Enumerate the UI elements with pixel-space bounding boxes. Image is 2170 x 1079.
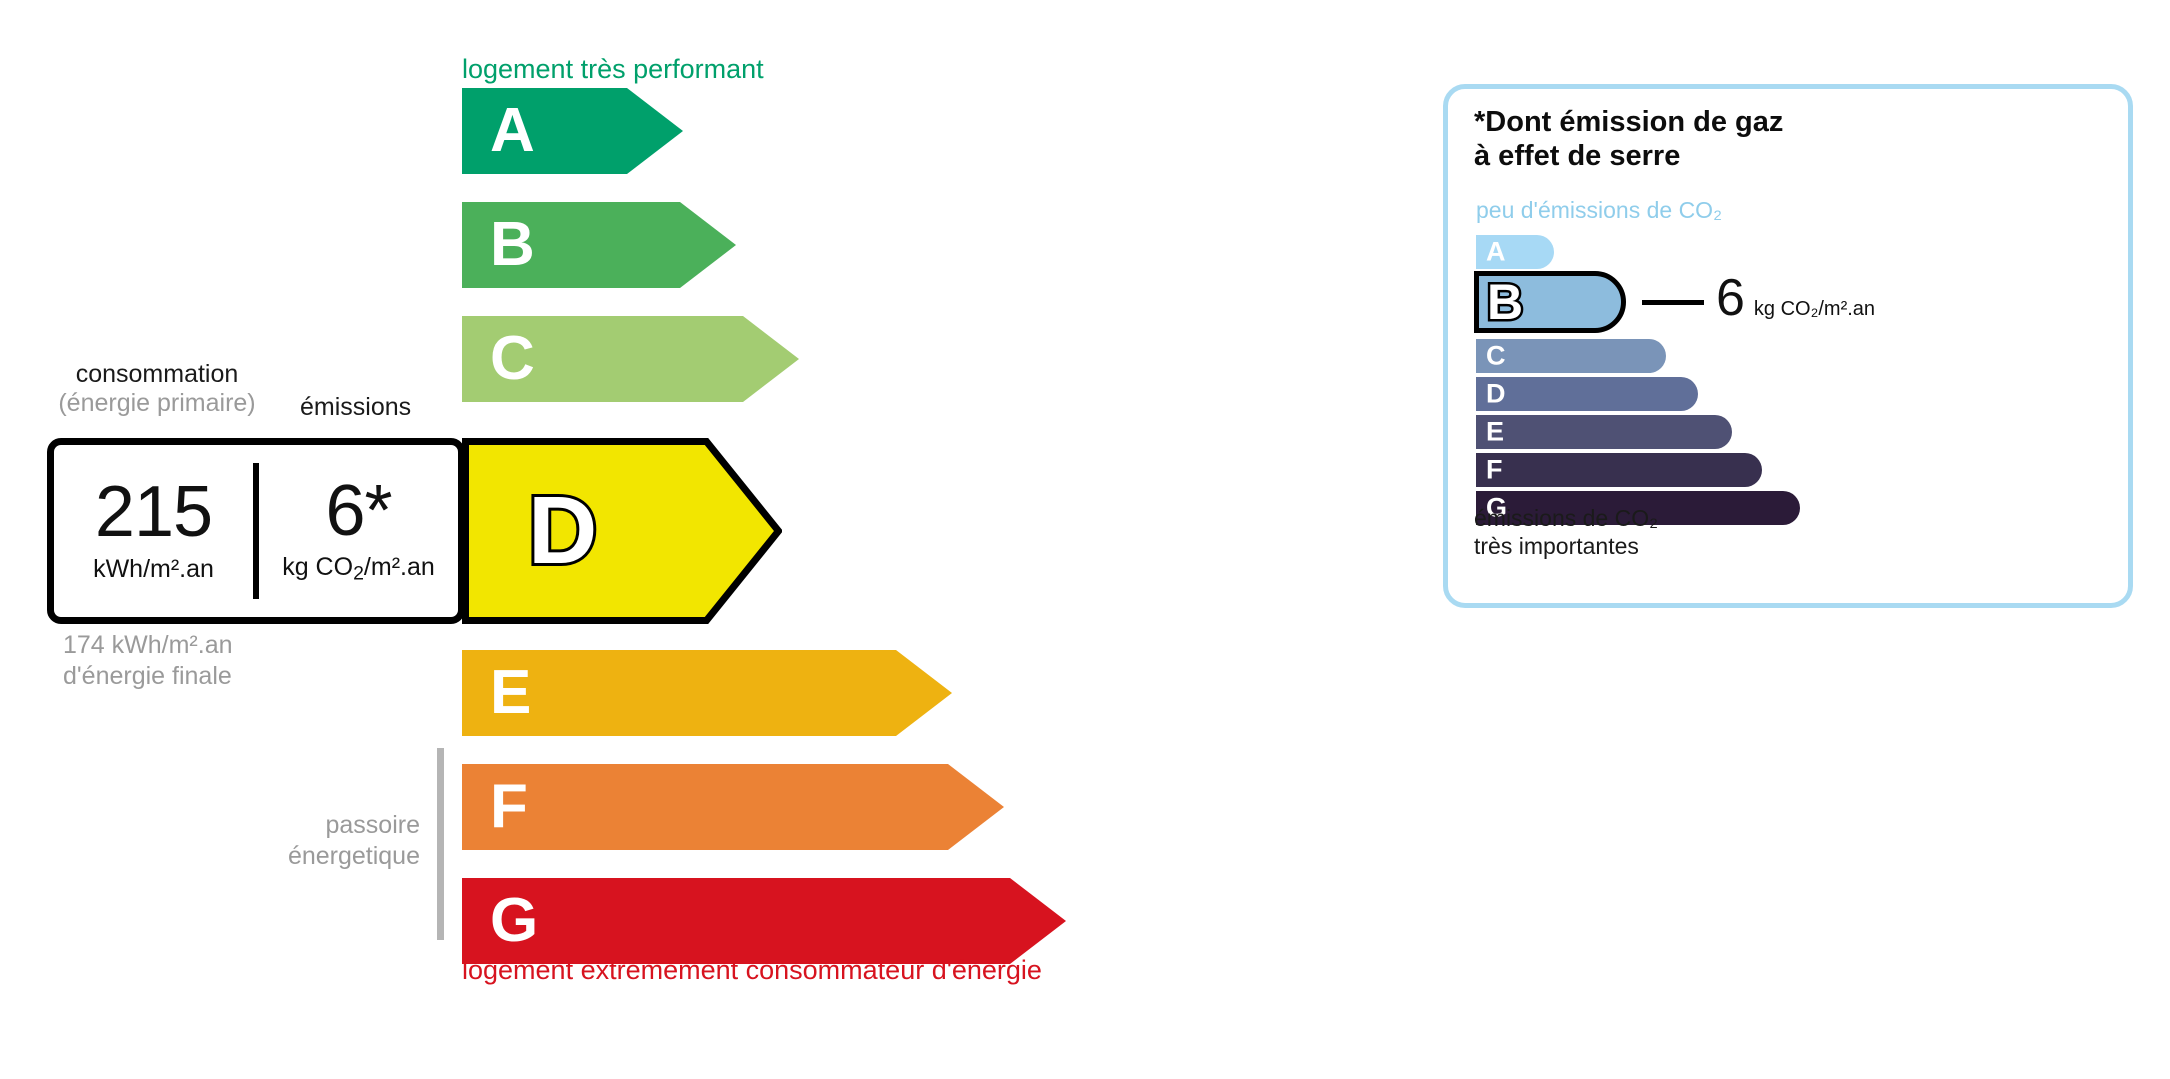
co2-bar-d: D	[1476, 377, 1698, 411]
energy-bar-a: A	[462, 88, 683, 174]
co2-bar-letter-g: G	[1486, 492, 1508, 523]
co2-top-caption: peu d'émissions de CO₂	[1476, 197, 1722, 223]
consumption-unit: kWh/m².an	[93, 554, 214, 583]
final-energy-line1: 174 kWh/m².an	[63, 631, 233, 659]
value-box-divider	[253, 463, 259, 599]
energy-bar-letter-d: D	[525, 477, 600, 584]
co2-bottom-line2: très importantes	[1474, 532, 1639, 559]
energy-bar-letter-e: E	[490, 658, 532, 727]
co2-bottom-line1: émissions de CO₂	[1474, 505, 1659, 531]
co2-title-line1: *Dont émission de gaz	[1474, 106, 1784, 138]
co2-bar-a: A	[1476, 235, 1554, 269]
co2-bottom-caption: émissions de CO₂ très importantes	[1474, 505, 1658, 560]
energy-bar-shape-g	[462, 878, 1066, 964]
co2-bar-c: C	[1476, 339, 1666, 373]
emissions-label: émissions	[300, 393, 412, 421]
scale-top-caption: logement très performant	[462, 54, 764, 84]
energy-bar-f: F	[462, 764, 1004, 850]
co2-value-number: 6	[1716, 269, 1745, 327]
consumption-cell: 215 kWh/m².an	[54, 445, 253, 617]
energy-bar-letter-f: F	[490, 772, 528, 841]
energy-bar-d: D	[462, 438, 782, 624]
energy-bar-shape-f	[462, 764, 1004, 850]
final-energy-line2: d'énergie finale	[63, 662, 232, 691]
co2-bar-letter-c: C	[1486, 340, 1506, 371]
co2-bar-letter-b: B	[1484, 274, 1525, 330]
passoire-marker-bar	[437, 748, 444, 940]
energy-bar-c: C	[462, 316, 799, 402]
co2-bar-letter-e: E	[1486, 416, 1505, 447]
consumption-label: consommation (énergie primaire)	[47, 360, 267, 418]
co2-bar-letter-f: F	[1486, 454, 1503, 485]
co2-leader-line	[1642, 300, 1704, 305]
energy-bar-letter-g: G	[490, 886, 539, 955]
co2-bar-e: E	[1476, 415, 1732, 449]
energy-bar-shape-a	[462, 88, 683, 174]
co2-emissions-panel: *Dont émission de gaz à effet de serre p…	[1443, 84, 2133, 608]
co2-bar-b: B	[1474, 271, 1626, 333]
co2-value-callout: 6 kg CO₂/m².an	[1716, 272, 1875, 324]
energy-bar-shape-c	[462, 316, 799, 402]
co2-bar-g: G	[1476, 491, 1800, 525]
energy-bar-shape-d	[462, 438, 782, 624]
emissions-cell: 6* kg CO2/m².an	[259, 445, 458, 617]
co2-title-line2: à effet de serre	[1474, 140, 1681, 173]
emissions-value: 6*	[325, 470, 392, 551]
energy-bar-shape-e	[462, 650, 952, 736]
final-energy-note: 174 kWh/m².an d'énergie finale	[63, 630, 233, 693]
rating-value-box: 215 kWh/m².an 6* kg CO2/m².an	[47, 438, 465, 624]
consumption-label-sub: (énergie primaire)	[58, 388, 256, 417]
consumption-label-main: consommation	[75, 360, 239, 388]
co2-value-unit: kg CO₂/m².an	[1753, 298, 1876, 320]
emissions-unit: kg CO2/m².an	[282, 553, 435, 585]
energy-bar-letter-b: B	[490, 210, 535, 279]
consumption-value: 215	[94, 472, 213, 553]
co2-bar-f: F	[1476, 453, 1762, 487]
energy-bar-letter-c: C	[490, 324, 535, 393]
energy-bar-g: G	[462, 878, 1066, 964]
passoire-line2: énergetique	[287, 842, 420, 871]
co2-panel-title: *Dont émission de gaz à effet de serre	[1474, 105, 1783, 173]
energy-bar-shape-b	[462, 202, 736, 288]
co2-bar-letter-a: A	[1486, 236, 1506, 267]
energy-bar-letter-a: A	[490, 96, 535, 165]
scale-bottom-caption: logement extrêmement consommateur d'éner…	[462, 955, 1042, 985]
passoire-line1: passoire	[325, 811, 421, 839]
energy-bar-b: B	[462, 202, 736, 288]
co2-bar-letter-d: D	[1486, 378, 1506, 409]
energy-bar-e: E	[462, 650, 952, 736]
passoire-label: passoire énergetique	[180, 810, 420, 873]
